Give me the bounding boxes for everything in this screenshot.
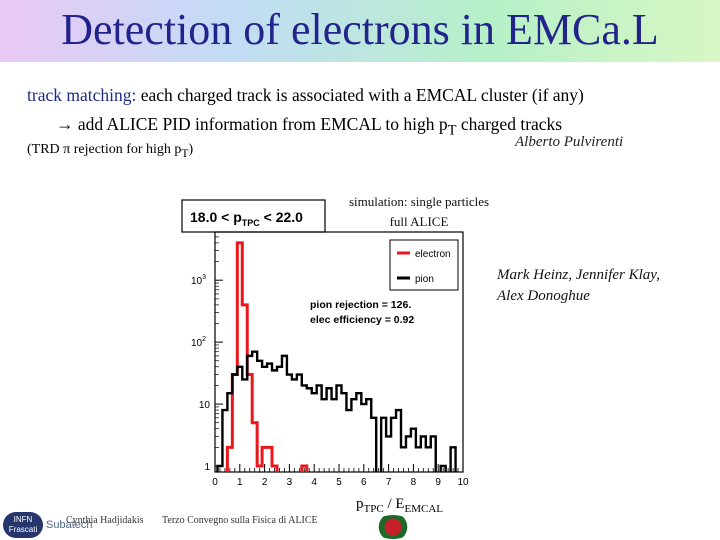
x-axis-label: pTPC / EEMCAL xyxy=(356,496,443,515)
author-line: Alex Donoghue xyxy=(497,288,590,304)
bullet-trd-note: (TRD π rejection for high pT) xyxy=(27,141,193,163)
x-tick-label: 3 xyxy=(287,477,293,488)
logo-text: Frascati xyxy=(8,525,38,534)
bullet-text: (TRD π rejection for high p xyxy=(27,142,182,157)
x-tick-label: 1 xyxy=(237,477,243,488)
subscript: T xyxy=(447,122,457,139)
xlabel-sub: EMCAL xyxy=(404,503,444,515)
bullet-keyword: track matching: xyxy=(27,85,137,105)
xlabel-part: p xyxy=(356,496,364,512)
x-tick-label: 7 xyxy=(386,477,392,488)
y-tick-label: 1 xyxy=(204,462,210,473)
bullet-text: each charged track is associated with a … xyxy=(136,85,584,105)
x-tick-label: 0 xyxy=(212,477,218,488)
x-tick-label: 6 xyxy=(361,477,367,488)
histogram-series-electron xyxy=(225,241,309,472)
legend-label-pion: pion xyxy=(415,274,434,285)
x-tick-label: 10 xyxy=(457,477,469,488)
x-tick-label: 9 xyxy=(435,477,441,488)
author-line: Mark Heinz, Jennifer Klay, xyxy=(497,267,660,283)
sim-note-line: full ALICE xyxy=(389,214,449,229)
logo-text: INFN xyxy=(13,515,33,524)
bullet-text-tail: ) xyxy=(188,142,194,157)
y-tick-label: 102 xyxy=(191,336,206,349)
title-bar xyxy=(0,0,720,62)
xlabel-part: / E xyxy=(383,496,405,512)
x-tick-label: 2 xyxy=(262,477,268,488)
author-credit-top: Alberto Pulvirenti xyxy=(515,134,624,150)
xlabel-sub: TPC xyxy=(363,503,384,515)
bullet-pid-info: → add ALICE PID information from EMCAL t… xyxy=(56,113,562,142)
bullet-text: add ALICE PID information from EMCAL to … xyxy=(73,114,448,134)
bullet-text-tail: charged tracks xyxy=(456,114,563,134)
arrow-icon: → xyxy=(56,114,74,134)
y-tick-label: 10 xyxy=(199,400,211,411)
simulation-note: simulation: single particles full ALICE xyxy=(333,192,505,232)
sim-note-line: simulation: single particles xyxy=(348,194,490,209)
chart-title: 18.0 < pTPC < 22.0 xyxy=(190,209,303,228)
x-tick-label: 4 xyxy=(311,477,317,488)
conference-logo xyxy=(373,515,413,539)
x-tick-label: 8 xyxy=(411,477,417,488)
legend-box xyxy=(389,239,459,291)
author-credit-right: Mark Heinz, Jennifer Klay, Alex Donoghue xyxy=(497,265,660,307)
presenter-name: Cynthia Hadjidakis xyxy=(66,515,144,526)
subatech-logo: Subatech xyxy=(46,519,93,531)
legend-label-electron: electron xyxy=(415,249,451,260)
bullet-track-matching: track matching: each charged track is as… xyxy=(27,84,584,106)
slide-title: Detection of electrons in EMCa.L xyxy=(61,5,659,54)
conference-name: Terzo Convegno sulla Fisica di ALICE xyxy=(162,515,318,526)
infn-logo: INFN Frascati xyxy=(3,512,43,538)
histogram-series-pion xyxy=(216,350,457,472)
x-tick-label: 5 xyxy=(336,477,342,488)
stats-text: pion rejection = 126. xyxy=(310,299,411,311)
y-tick-label: 103 xyxy=(191,274,206,287)
subscript: T xyxy=(181,146,189,160)
stats-text: elec efficiency = 0.92 xyxy=(310,314,414,326)
